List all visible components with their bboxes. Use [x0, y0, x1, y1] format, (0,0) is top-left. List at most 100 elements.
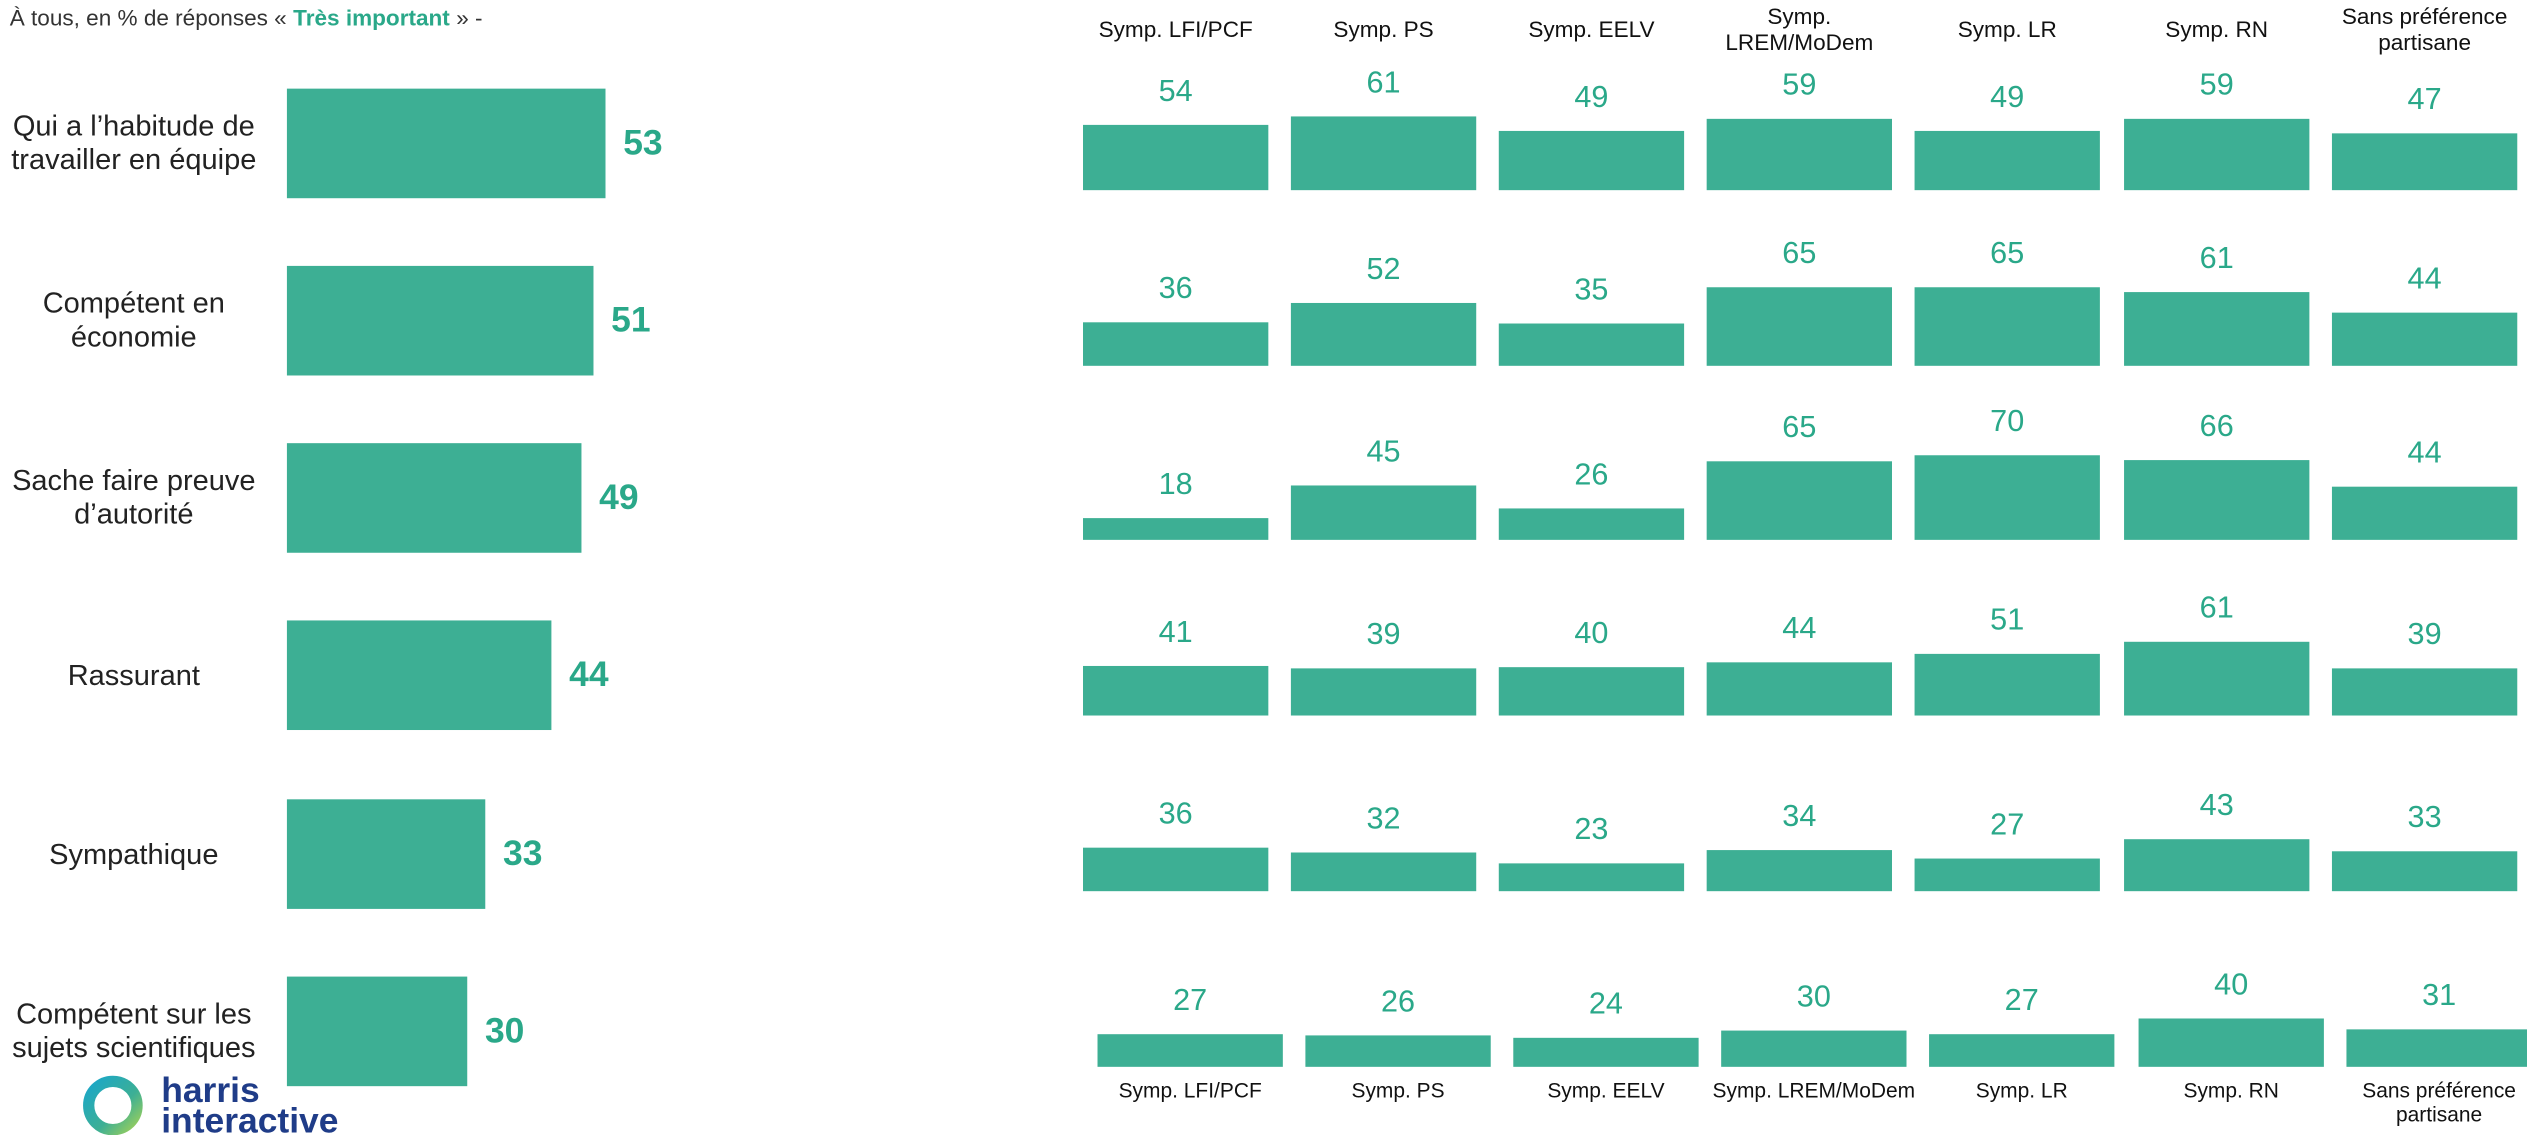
bar [2331, 312, 2518, 366]
column-footer: Symp. LR [1975, 1079, 2068, 1103]
category-label: Compétent sur les sujets scientifiques [12, 998, 256, 1064]
bar [1929, 1034, 2115, 1067]
category-label: Sache faire preuve d’autorité [12, 464, 256, 531]
bar [1914, 455, 2100, 540]
column-footer: Symp. PS [1351, 1079, 1445, 1103]
value-label: 32 [1367, 801, 1401, 835]
value-label: 45 [1367, 434, 1401, 468]
value-label: 23 [1574, 812, 1608, 846]
value-label: 27 [2005, 983, 2039, 1017]
value-label: 44 [569, 654, 609, 694]
value-label: 44 [1782, 611, 1816, 645]
value-label: 44 [2408, 261, 2442, 295]
value-label: 26 [1381, 984, 1415, 1018]
bar [2346, 1029, 2527, 1067]
value-label: 31 [2422, 978, 2456, 1012]
column-footer-box: Symp. PS [1351, 1079, 1445, 1103]
column-footer-box: Symp. LREM/MoDem [1712, 1079, 1916, 1103]
value-label: 49 [1990, 80, 2024, 114]
bar [1498, 323, 1685, 366]
bar [1498, 130, 1685, 191]
bar [2331, 851, 2518, 892]
subtitle: À tous, en % de réponses «Très important… [10, 5, 483, 30]
bar [1706, 461, 1892, 540]
value-label: 43 [2200, 788, 2234, 822]
bar [1097, 1034, 1283, 1067]
value-label: 27 [1990, 807, 2024, 841]
column-header-box: Symp. RN [2165, 16, 2269, 42]
column-header: Symp. RN [2165, 16, 2269, 42]
bar [1914, 130, 2100, 191]
column-footer-box: Sans préférence partisane [2362, 1080, 2516, 1127]
column-footer-box: Symp. LFI/PCF [1118, 1079, 1262, 1103]
column-header-box: Symp. LR [1957, 16, 2057, 42]
value-label: 70 [1990, 404, 2024, 438]
bar [1083, 665, 1269, 716]
bar [1498, 667, 1685, 716]
column-header: Symp. LREM/MoDem [1725, 3, 1874, 55]
bar [286, 620, 552, 731]
category-label: Qui a l’habitude de travailler en équipe [11, 110, 257, 176]
bar [1290, 485, 1477, 540]
value-label: 47 [2408, 82, 2442, 116]
bar [286, 88, 606, 199]
value-label: 65 [1782, 236, 1816, 270]
value-label: 65 [1782, 410, 1816, 444]
bar [2331, 668, 2518, 716]
bar [1083, 518, 1269, 540]
value-label: 36 [1159, 271, 1193, 305]
logo-ring [83, 1075, 143, 1135]
bar [1290, 116, 1477, 191]
bar [1290, 668, 1477, 716]
value-label: 30 [485, 1010, 524, 1050]
value-label: 49 [1574, 80, 1608, 114]
value-label: 59 [2200, 68, 2234, 102]
value-label: 33 [2408, 800, 2442, 834]
value-label: 34 [1782, 799, 1816, 833]
category-label-box: Sympathique [49, 837, 219, 870]
category-label: Sympathique [49, 837, 219, 870]
value-label: 30 [1797, 979, 1831, 1013]
value-label: 40 [2214, 967, 2248, 1001]
bar [1083, 847, 1269, 892]
bar [1914, 287, 2100, 366]
column-footer: Symp. LREM/MoDem [1712, 1079, 1916, 1103]
value-label: 35 [1574, 272, 1608, 306]
value-label: 44 [2408, 436, 2442, 470]
value-label: 39 [1367, 617, 1401, 651]
value-label: 52 [1367, 252, 1401, 286]
bar [286, 443, 582, 553]
bar [1706, 287, 1892, 366]
bar [286, 265, 594, 376]
bar [2331, 133, 2518, 191]
bar [1706, 850, 1892, 892]
category-label-box: Rassurant [67, 658, 200, 691]
column-footer-box: Symp. EELV [1547, 1080, 1664, 1103]
value-label: 33 [503, 833, 542, 873]
bar [1706, 118, 1892, 191]
bar [1721, 1030, 1907, 1067]
bar [1914, 858, 2100, 892]
column-header-box: Symp. PS [1333, 16, 1433, 42]
value-label: 41 [1159, 615, 1193, 649]
value-label: 61 [2200, 241, 2234, 275]
logo-text: harris [161, 1070, 259, 1110]
category-label: Rassurant [67, 658, 200, 691]
bar [2124, 292, 2310, 366]
column-footer-box: Symp. RN [2183, 1080, 2278, 1103]
logo-text: interactive [161, 1101, 338, 1135]
value-label: 61 [2200, 591, 2234, 625]
bar [2331, 486, 2518, 540]
value-label: 39 [2408, 617, 2442, 651]
value-label: 40 [1574, 616, 1608, 650]
value-label: 53 [623, 122, 662, 162]
column-header: Symp. LR [1957, 16, 2057, 42]
column-header: Symp. EELV [1528, 16, 1655, 42]
bar [1083, 124, 1269, 191]
column-footer: Symp. LFI/PCF [1118, 1079, 1262, 1103]
bar [1914, 653, 2100, 716]
bar [2124, 118, 2310, 191]
bar [286, 799, 486, 909]
